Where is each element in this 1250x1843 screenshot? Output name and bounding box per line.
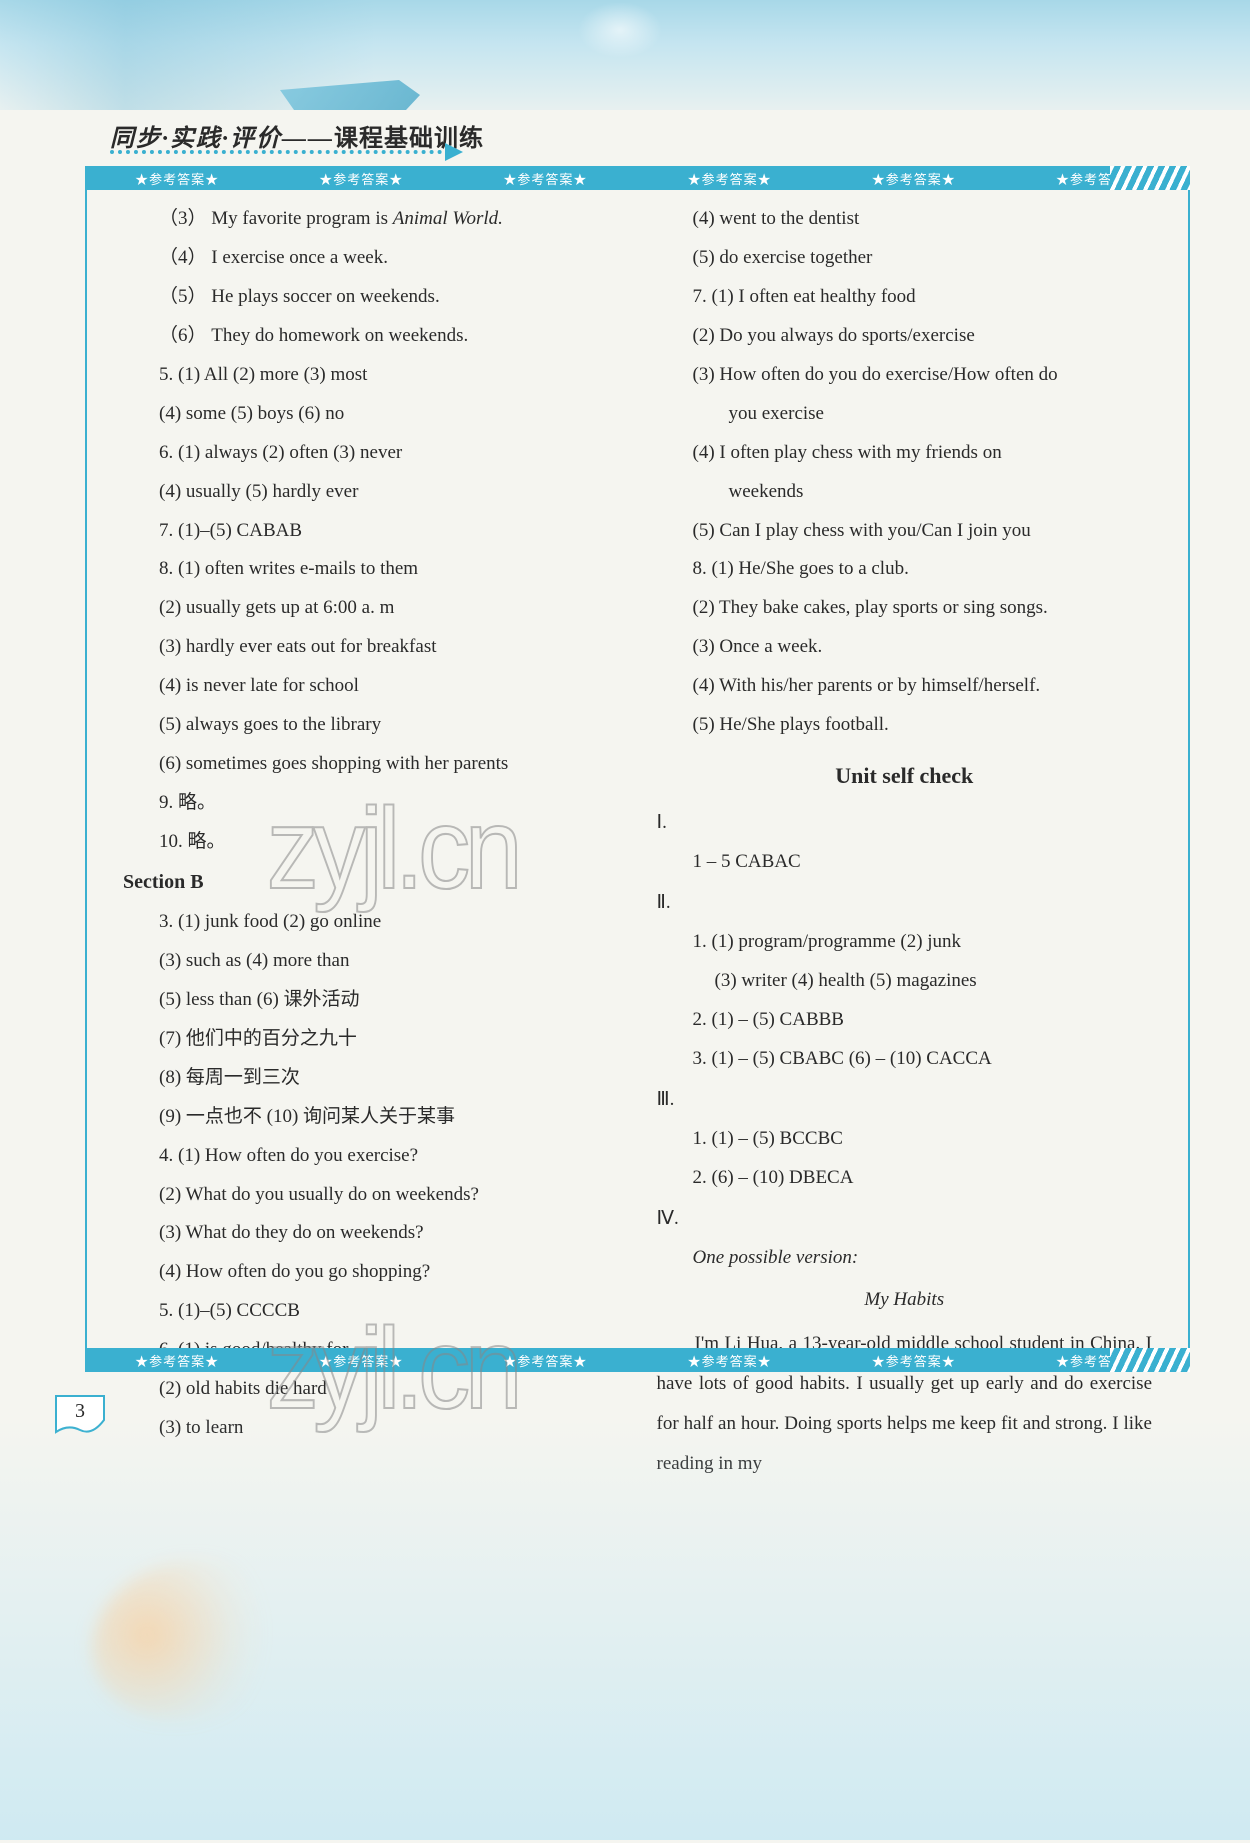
answer-line: 4. (1) How often do you exercise? <box>123 1137 619 1176</box>
answer-line: (4) is never late for school <box>123 667 619 706</box>
answer-line: (2) usually gets up at 6:00 a. m <box>123 589 619 628</box>
banner-label: ★参考答案★ <box>1006 169 1190 188</box>
answer-line: (6) sometimes goes shopping with her par… <box>123 745 619 784</box>
banner-label: ★参考答案★ <box>822 169 1006 188</box>
answer-line: 7. (1) I often eat healthy food <box>657 278 1153 317</box>
banner-label: ★参考答案★ <box>453 169 637 188</box>
right-column: (4) went to the dentist (5) do exercise … <box>629 200 1171 1333</box>
answer-line: 3. (1) junk food (2) go online <box>123 903 619 942</box>
answer-line: 1 – 5 CABAC <box>657 843 1153 882</box>
top-decoration <box>0 0 1250 110</box>
answer-line: (5) less than (6) 课外活动 <box>123 981 619 1020</box>
answer-line: 7. (1)–(5) CABAB <box>123 512 619 551</box>
answer-line: （3） My favorite program is Animal World. <box>123 200 619 239</box>
left-column: （3） My favorite program is Animal World.… <box>105 200 629 1333</box>
answer-line: （6） They do homework on weekends. <box>123 317 619 356</box>
answer-line: (2) What do you usually do on weekends? <box>123 1176 619 1215</box>
answer-line: 5. (1)–(5) CCCCB <box>123 1292 619 1331</box>
answer-line: (4) some (5) boys (6) no <box>123 395 619 434</box>
header-dotted-rule <box>110 150 450 154</box>
page-header: 同步·实践·评价——课程基础训练 <box>110 118 484 153</box>
answer-line: （4） I exercise once a week. <box>123 239 619 278</box>
answer-line: 1. (1) – (5) BCCBC <box>657 1120 1153 1159</box>
banner-label: ★参考答案★ <box>85 169 269 188</box>
header-prefix: 同步·实践·评价—— <box>110 126 334 152</box>
essay-title: My Habits <box>657 1281 1153 1320</box>
banner-top: ★参考答案★ ★参考答案★ ★参考答案★ ★参考答案★ ★参考答案★ ★参考答案… <box>85 166 1190 190</box>
answer-line: (8) 每周一到三次 <box>123 1059 619 1098</box>
answer-line: (3) What do they do on weekends? <box>123 1214 619 1253</box>
answer-line: 3. (1) – (5) CBABC (6) – (10) CACCA <box>657 1040 1153 1079</box>
section-b-heading: Section B <box>123 862 619 903</box>
answer-line-cont: you exercise <box>657 395 1153 434</box>
banner-bottom: ★参考答案★ ★参考答案★ ★参考答案★ ★参考答案★ ★参考答案★ ★参考答案… <box>85 1348 1190 1372</box>
bottom-decoration <box>0 1420 1250 1840</box>
answer-line: (5) Can I play chess with you/Can I join… <box>657 512 1153 551</box>
content-area: （3） My favorite program is Animal World.… <box>85 200 1190 1333</box>
answer-line: One possible version: <box>657 1239 1153 1278</box>
answer-line: (9) 一点也不 (10) 询问某人关于某事 <box>123 1098 619 1137</box>
answer-line: 9. 略。 <box>123 784 619 823</box>
answer-line: 6. (1) always (2) often (3) never <box>123 434 619 473</box>
answer-line: 10. 略。 <box>123 823 619 862</box>
answer-line: 2. (1) – (5) CABBB <box>657 1001 1153 1040</box>
answer-line: (2) Do you always do sports/exercise <box>657 317 1153 356</box>
banner-label: ★参考答案★ <box>638 169 822 188</box>
answer-line: (3) such as (4) more than <box>123 942 619 981</box>
banner-label: ★参考答案★ <box>269 1351 453 1370</box>
answer-line: 2. (6) – (10) DBECA <box>657 1159 1153 1198</box>
answer-line: (3) Once a week. <box>657 628 1153 667</box>
answer-line: (5) always goes to the library <box>123 706 619 745</box>
answer-line-cont: weekends <box>657 473 1153 512</box>
answer-line: 8. (1) He/She goes to a club. <box>657 550 1153 589</box>
banner-label: ★参考答案★ <box>453 1351 637 1370</box>
answer-line: (5) do exercise together <box>657 239 1153 278</box>
answer-line: (3) hardly ever eats out for breakfast <box>123 628 619 667</box>
answer-line: (7) 他们中的百分之九十 <box>123 1020 619 1059</box>
roman-heading: Ⅳ. <box>657 1200 1153 1239</box>
roman-heading: Ⅲ. <box>657 1081 1153 1120</box>
answer-line: (5) He/She plays football. <box>657 706 1153 745</box>
answer-line: (4) How often do you go shopping? <box>123 1253 619 1292</box>
banner-label: ★参考答案★ <box>1006 1351 1190 1370</box>
answer-line: (4) usually (5) hardly ever <box>123 473 619 512</box>
roman-heading: Ⅱ. <box>657 884 1153 923</box>
answer-line: (2) old habits die hard <box>123 1370 619 1409</box>
answer-line: (3) How often do you do exercise/How oft… <box>657 356 1153 395</box>
header-arrow-icon <box>445 143 463 161</box>
answer-line: 5. (1) All (2) more (3) most <box>123 356 619 395</box>
answer-line: (4) I often play chess with my friends o… <box>657 434 1153 473</box>
answer-line: (2) They bake cakes, play sports or sing… <box>657 589 1153 628</box>
answer-line: (4) With his/her parents or by himself/h… <box>657 667 1153 706</box>
banner-label: ★参考答案★ <box>638 1351 822 1370</box>
unit-self-check-heading: Unit self check <box>657 753 1153 798</box>
answer-line: 8. (1) often writes e-mails to them <box>123 550 619 589</box>
answer-line: 1. (1) program/programme (2) junk <box>657 923 1153 962</box>
answer-line: （5） He plays soccer on weekends. <box>123 278 619 317</box>
roman-heading: Ⅰ. <box>657 804 1153 843</box>
answer-line: (4) went to the dentist <box>657 200 1153 239</box>
banner-label: ★参考答案★ <box>269 169 453 188</box>
banner-label: ★参考答案★ <box>85 1351 269 1370</box>
banner-label: ★参考答案★ <box>822 1351 1006 1370</box>
answer-line: (3) writer (4) health (5) magazines <box>657 962 1153 1001</box>
